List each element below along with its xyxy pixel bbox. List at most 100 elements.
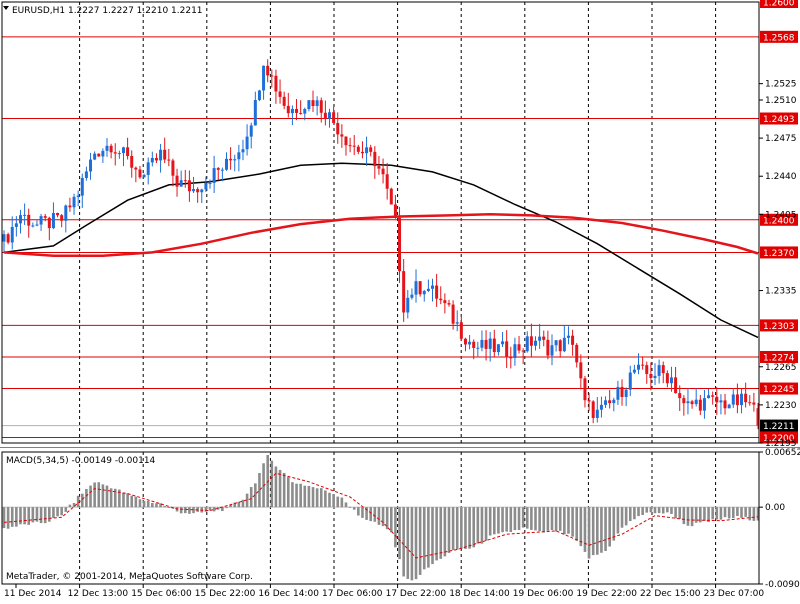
candle-body (587, 400, 591, 402)
candle-body (64, 205, 68, 221)
level-price-label: 1.2568 (763, 33, 795, 43)
candle-body (538, 336, 542, 341)
macd-histogram-bar (604, 507, 607, 552)
macd-histogram-bar (398, 507, 401, 560)
candle-body (117, 153, 121, 155)
candle-body (348, 145, 352, 147)
macd-histogram-bar (554, 507, 558, 532)
candle-body (278, 91, 282, 97)
candle-body (220, 169, 224, 171)
copyright-footer: MetaTrader, © 2001-2014, MetaQuotes Soft… (6, 572, 253, 582)
macd-histogram-bar (142, 500, 146, 508)
candle-body (130, 155, 134, 168)
current-price-badge (760, 419, 798, 432)
candle-body (686, 401, 690, 404)
macd-histogram-bar (183, 507, 187, 514)
candle-body (414, 281, 418, 295)
macd-histogram-bar (134, 496, 138, 508)
macd-histogram-bar (52, 507, 55, 518)
macd-histogram-bar (476, 507, 480, 544)
macd-histogram-bar (715, 507, 719, 520)
price-axis: 1.2525 1.2510 1.2475 1.2440 1.2405 1.2335 1.22… (759, 80, 800, 590)
candle-body (183, 180, 187, 182)
price-tick-label: 1.2475 (765, 134, 797, 144)
candle-body (352, 145, 356, 147)
macd-histogram-bar (249, 487, 253, 508)
symbol-dropdown-icon[interactable] (3, 6, 9, 10)
macd-histogram-bar (736, 507, 739, 517)
candle-body (422, 290, 426, 295)
macd-histogram-bar (620, 507, 624, 528)
candle-body (6, 234, 10, 243)
macd-histogram-bar (748, 507, 752, 521)
candle-body (645, 365, 649, 375)
macd-histogram-bar (15, 507, 18, 527)
candle-body (307, 100, 311, 110)
level-price-badge (760, 0, 798, 8)
candle-body (344, 136, 348, 146)
candle-body (121, 147, 125, 154)
macd-histogram-bar (80, 493, 84, 508)
candle-body (369, 147, 373, 152)
candle-body (89, 159, 93, 172)
candle-body (299, 112, 303, 114)
candle-body (591, 401, 595, 418)
horizontal-levels[interactable]: 1.2600 1.2568 1.2493 1.2400 1.2370 1.2303 1.22… (2, 0, 798, 444)
candle-body (311, 100, 315, 107)
macd-histogram-bar (105, 485, 109, 508)
moving-average-black-line (3, 162, 759, 339)
candle-body (723, 400, 727, 409)
macd-histogram-bar (744, 507, 747, 517)
moving-averages (3, 162, 759, 339)
current-price-label: 1.2211 (763, 422, 795, 432)
macd-histogram-bar (488, 507, 492, 536)
candle-body (154, 158, 158, 161)
macd-histogram-bar (72, 502, 76, 508)
price-tick-label: 1.2440 (765, 172, 797, 182)
macd-histogram-bar (443, 507, 447, 557)
macd-histogram-bar (35, 507, 39, 522)
candle-body (27, 214, 31, 226)
candle-body (402, 271, 406, 313)
candle-body (562, 337, 566, 352)
macd-histogram-bar (373, 507, 377, 522)
candle-body (175, 175, 179, 187)
macd-histogram-bar (188, 507, 191, 514)
macd-histogram-bar (472, 507, 476, 548)
level-price-label: 1.2245 (763, 385, 795, 395)
macd-histogram-bar (163, 506, 166, 508)
candle-body (521, 350, 525, 352)
macd-histogram-bar (464, 507, 467, 549)
macd-histogram-bar (27, 507, 31, 525)
time-tick-label: 18 Dec 14:00 (449, 589, 510, 599)
macd-histogram-bar (56, 507, 59, 517)
macd-histogram-bar (229, 504, 232, 508)
macd-histogram-bar (649, 507, 653, 513)
time-tick-label: 23 Dec 07:00 (704, 589, 765, 599)
candle-body (18, 215, 22, 224)
macd-histogram-bar (682, 507, 686, 525)
macd-histogram-bar (258, 472, 261, 508)
symbol-header[interactable]: EURUSD,H1 1.2227 1.2227 1.2210 1.2211 (3, 6, 203, 16)
macd-histogram-bar (587, 507, 591, 559)
level-price-badge (760, 213, 798, 226)
candle-body (480, 339, 484, 348)
macd-histogram-bar (43, 507, 47, 524)
level-price-badge (760, 431, 798, 444)
macd-histogram-bar (167, 507, 171, 509)
macd-histogram-bar (109, 488, 113, 508)
macd-histogram-bar (365, 507, 368, 520)
macd-histogram-bar (670, 507, 673, 514)
candle-body (698, 399, 702, 411)
candle-body (150, 158, 154, 163)
macd-histogram-bar (596, 507, 599, 555)
macd-histogram-bar (332, 494, 335, 508)
macd-histogram-bar (179, 507, 183, 514)
time-tick-label: 15 Dec 06:00 (131, 589, 192, 599)
candle-body (599, 404, 603, 410)
macd-histogram-bar (624, 507, 628, 526)
time-tick-label: 16 Dec 14:00 (258, 589, 319, 599)
candle-body (93, 153, 97, 160)
